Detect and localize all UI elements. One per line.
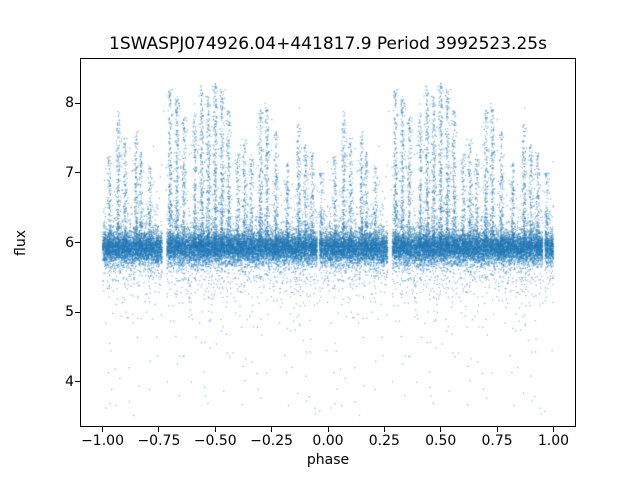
x-tick-mark (271, 427, 273, 432)
y-tick-mark (75, 311, 80, 313)
y-tick-mark (75, 381, 80, 383)
x-tick-label: 1.00 (537, 433, 570, 449)
y-tick-label: 4 (65, 373, 74, 390)
x-axis-label: phase (306, 452, 350, 468)
y-tick-label: 6 (65, 234, 74, 251)
y-tick-mark (75, 102, 80, 104)
y-tick-label: 5 (65, 304, 74, 321)
y-tick-mark (75, 242, 80, 243)
x-tick-label: −1.00 (81, 433, 124, 449)
x-tick-label: 0.50 (425, 433, 457, 449)
x-tick-mark (102, 427, 104, 432)
y-axis-label: flux (10, 58, 32, 427)
x-tick-label: 0.00 (312, 433, 344, 449)
x-tick-mark (327, 427, 329, 432)
y-tick-label: 8 (65, 95, 74, 112)
y-tick-label: 7 (65, 164, 74, 181)
x-tick-label: 0.75 (481, 433, 513, 449)
x-tick-mark (440, 427, 442, 432)
chart-title: 1SWASPJ074926.04+441817.9 Period 3992523… (109, 34, 547, 54)
x-tick-mark (158, 427, 160, 432)
x-tick-label: −0.50 (193, 433, 237, 449)
y-tick-mark (75, 172, 80, 174)
x-tick-label: −0.75 (137, 433, 181, 449)
x-tick-mark (214, 427, 216, 432)
x-tick-mark (383, 427, 385, 432)
x-tick-mark (552, 427, 554, 432)
x-tick-mark (496, 427, 498, 432)
x-tick-label: 0.25 (368, 433, 400, 449)
y-axis-label-text: flux (13, 229, 30, 256)
x-tick-label: −0.25 (250, 433, 294, 449)
